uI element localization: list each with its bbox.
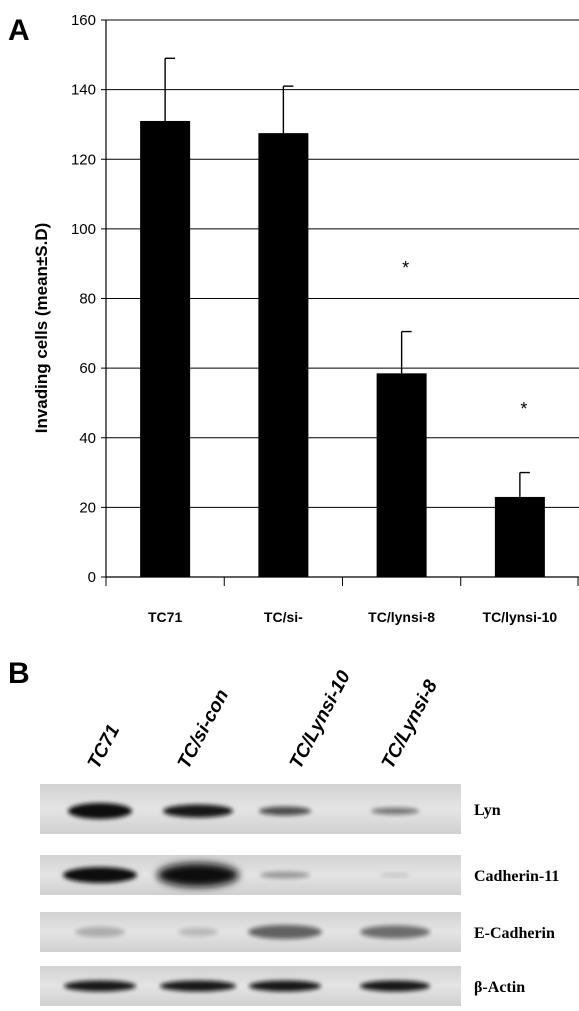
blot-lane-label: TC/si-con [174, 686, 233, 772]
blot-lane-label: TC/Lynsi-8 [378, 676, 442, 772]
blot-band [371, 807, 419, 815]
bar [376, 373, 427, 577]
bar [494, 496, 545, 577]
bar [140, 120, 191, 578]
blot-band [68, 803, 132, 819]
western-blot-strips: Lyn Cadherin-11 E-Cadherin β-Actin [40, 784, 559, 1006]
blot-lane-label: TC71 [84, 721, 124, 772]
x-category-label: TC71 [148, 609, 182, 625]
x-category-label: TC/lynsi-8 [368, 609, 435, 625]
significance-marker: * [520, 399, 527, 419]
significance-marker: * [402, 258, 409, 278]
y-tick-label: 140 [71, 82, 96, 99]
x-category-label: TC/lynsi-10 [483, 609, 558, 625]
blot-band [249, 980, 321, 992]
blot-lane-labels: TC71 TC/si-con TC/Lynsi-10 TC/Lynsi-8 [84, 667, 442, 772]
y-tick-label: 40 [79, 430, 96, 447]
y-tick-label: 60 [79, 360, 96, 377]
blot-protein-label: Cadherin-11 [474, 868, 559, 885]
blot-band [260, 871, 310, 879]
blot-band [248, 925, 322, 939]
panel-a-label: A [8, 14, 30, 47]
blot-lane-label: TC/Lynsi-10 [286, 667, 355, 772]
blot-protein-label: E-Cadherin [474, 925, 555, 942]
blot-band [360, 925, 430, 939]
y-axis-title: Invading cells (mean±S.D) [32, 223, 51, 434]
blot-protein-label: β-Actin [474, 979, 525, 996]
chart-bars: ** [140, 57, 545, 578]
bar [258, 133, 309, 577]
blot-protein-label: Lyn [474, 802, 501, 819]
blot-band [380, 873, 410, 877]
y-tick-label: 100 [71, 221, 96, 238]
y-tick-label: 20 [79, 499, 96, 516]
y-tick-labels: 0 20 40 60 80 100 120 140 160 [71, 12, 96, 586]
blot-band [157, 863, 239, 887]
x-tick-labels: TC71 TC/si- TC/lynsi-8 TC/lynsi-10 [148, 609, 557, 625]
blot-band [178, 928, 218, 936]
blot-band [160, 980, 236, 992]
panel-b-label: B [8, 657, 30, 690]
blot-band [360, 980, 430, 992]
y-tick-label: 80 [79, 291, 96, 308]
blot-band [259, 806, 311, 816]
blot-band [163, 804, 233, 818]
y-tick-label: 120 [71, 151, 96, 168]
y-tick-label: 160 [71, 12, 96, 29]
blot-band [64, 980, 136, 992]
x-category-label: TC/si- [264, 609, 303, 625]
blot-band [63, 867, 137, 883]
blot-band [75, 927, 125, 937]
y-tick-label: 0 [88, 569, 96, 586]
